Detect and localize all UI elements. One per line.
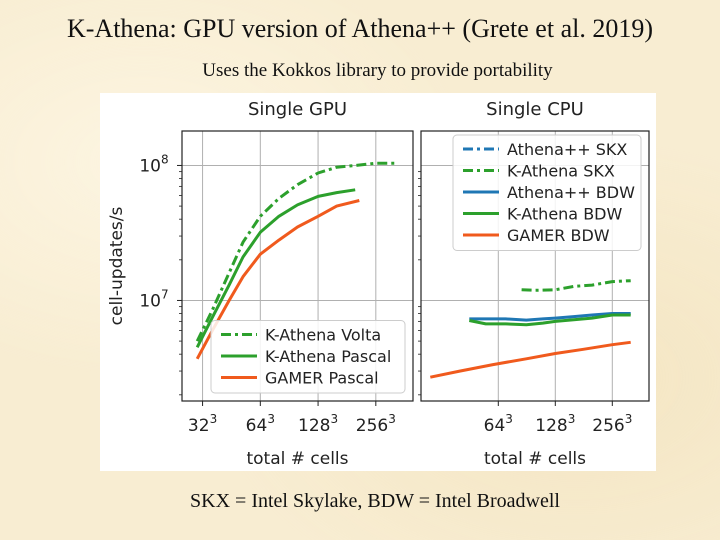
legend-box — [210, 320, 406, 394]
series-line-k-athena-skx — [521, 279, 631, 292]
legend: K-Athena Volta K-Athena Pascal GAMER Pasca… — [210, 320, 406, 394]
y-tick-label: 108 — [139, 152, 168, 176]
panel-single-gpu: 323 643 1283 2563 107 108 Single GPU total # ce… — [107, 99, 414, 469]
x-tick-label: 643 — [246, 412, 275, 436]
axes-frame — [181, 130, 414, 402]
x-tick-label: 2563 — [356, 412, 396, 436]
panel-single-cpu: 643 1283 2563 Single CPU total # cells Athena… — [418, 99, 650, 469]
x-axis-label: total # cells — [246, 449, 348, 469]
legend-label-k-athena-bdw: K-Athena BDW — [507, 205, 622, 224]
slide-subtitle: Uses the Kokkos library to provide porta… — [202, 60, 553, 81]
legend-label-athena-bdw: Athena++ BDW — [507, 183, 635, 202]
slide-title: K-Athena: GPU version of Athena++ (Grete… — [66, 14, 653, 43]
legend-label-k-athena-pascal: K-Athena Pascal — [265, 347, 391, 366]
legend: Athena++ SKX K-Athena SKX Athena++ BDW K-At… — [452, 134, 642, 251]
series-line-athena-bdw — [469, 312, 631, 322]
x-tick-label: 1283 — [535, 412, 575, 436]
x-tick-label: 323 — [188, 412, 217, 436]
legend-label-athena-skx: Athena++ SKX — [507, 140, 627, 159]
legend-label-k-athena-volta: K-Athena Volta — [265, 326, 381, 345]
chart-svg: 323 643 1283 2563 107 108 Single GPU total # ce… — [107, 99, 650, 469]
x-tick-label: 1283 — [298, 412, 338, 436]
series-line-k-athena-bdw — [468, 313, 631, 327]
panel-title: Single CPU — [486, 99, 584, 120]
panel-title: Single GPU — [248, 99, 347, 120]
x-tick-label: 643 — [484, 412, 513, 436]
slide-footer: SKX = Intel Skylake, BDW = Intel Broadwe… — [190, 490, 560, 512]
chart-figure: 323 643 1283 2563 107 108 Single GPU total # ce… — [100, 93, 656, 471]
x-axis-label: total # cells — [484, 449, 586, 469]
series-line-gamer-pascal — [195, 199, 360, 360]
x-tick-label: 2563 — [592, 412, 632, 436]
y-axis-label: cell-updates/s — [107, 206, 127, 325]
legend-label-gamer-pascal: GAMER Pascal — [265, 369, 379, 388]
legend-label-gamer-bdw: GAMER BDW — [507, 226, 610, 245]
axes-frame — [420, 130, 650, 402]
series-line-k-athena-volta — [195, 161, 395, 342]
y-tick-label: 107 — [139, 287, 168, 311]
legend-box — [452, 134, 642, 251]
legend-label-k-athena-skx: K-Athena SKX — [507, 162, 615, 181]
series-line-gamer-bdw — [429, 340, 631, 379]
series-line-k-athena-pascal — [195, 188, 356, 348]
